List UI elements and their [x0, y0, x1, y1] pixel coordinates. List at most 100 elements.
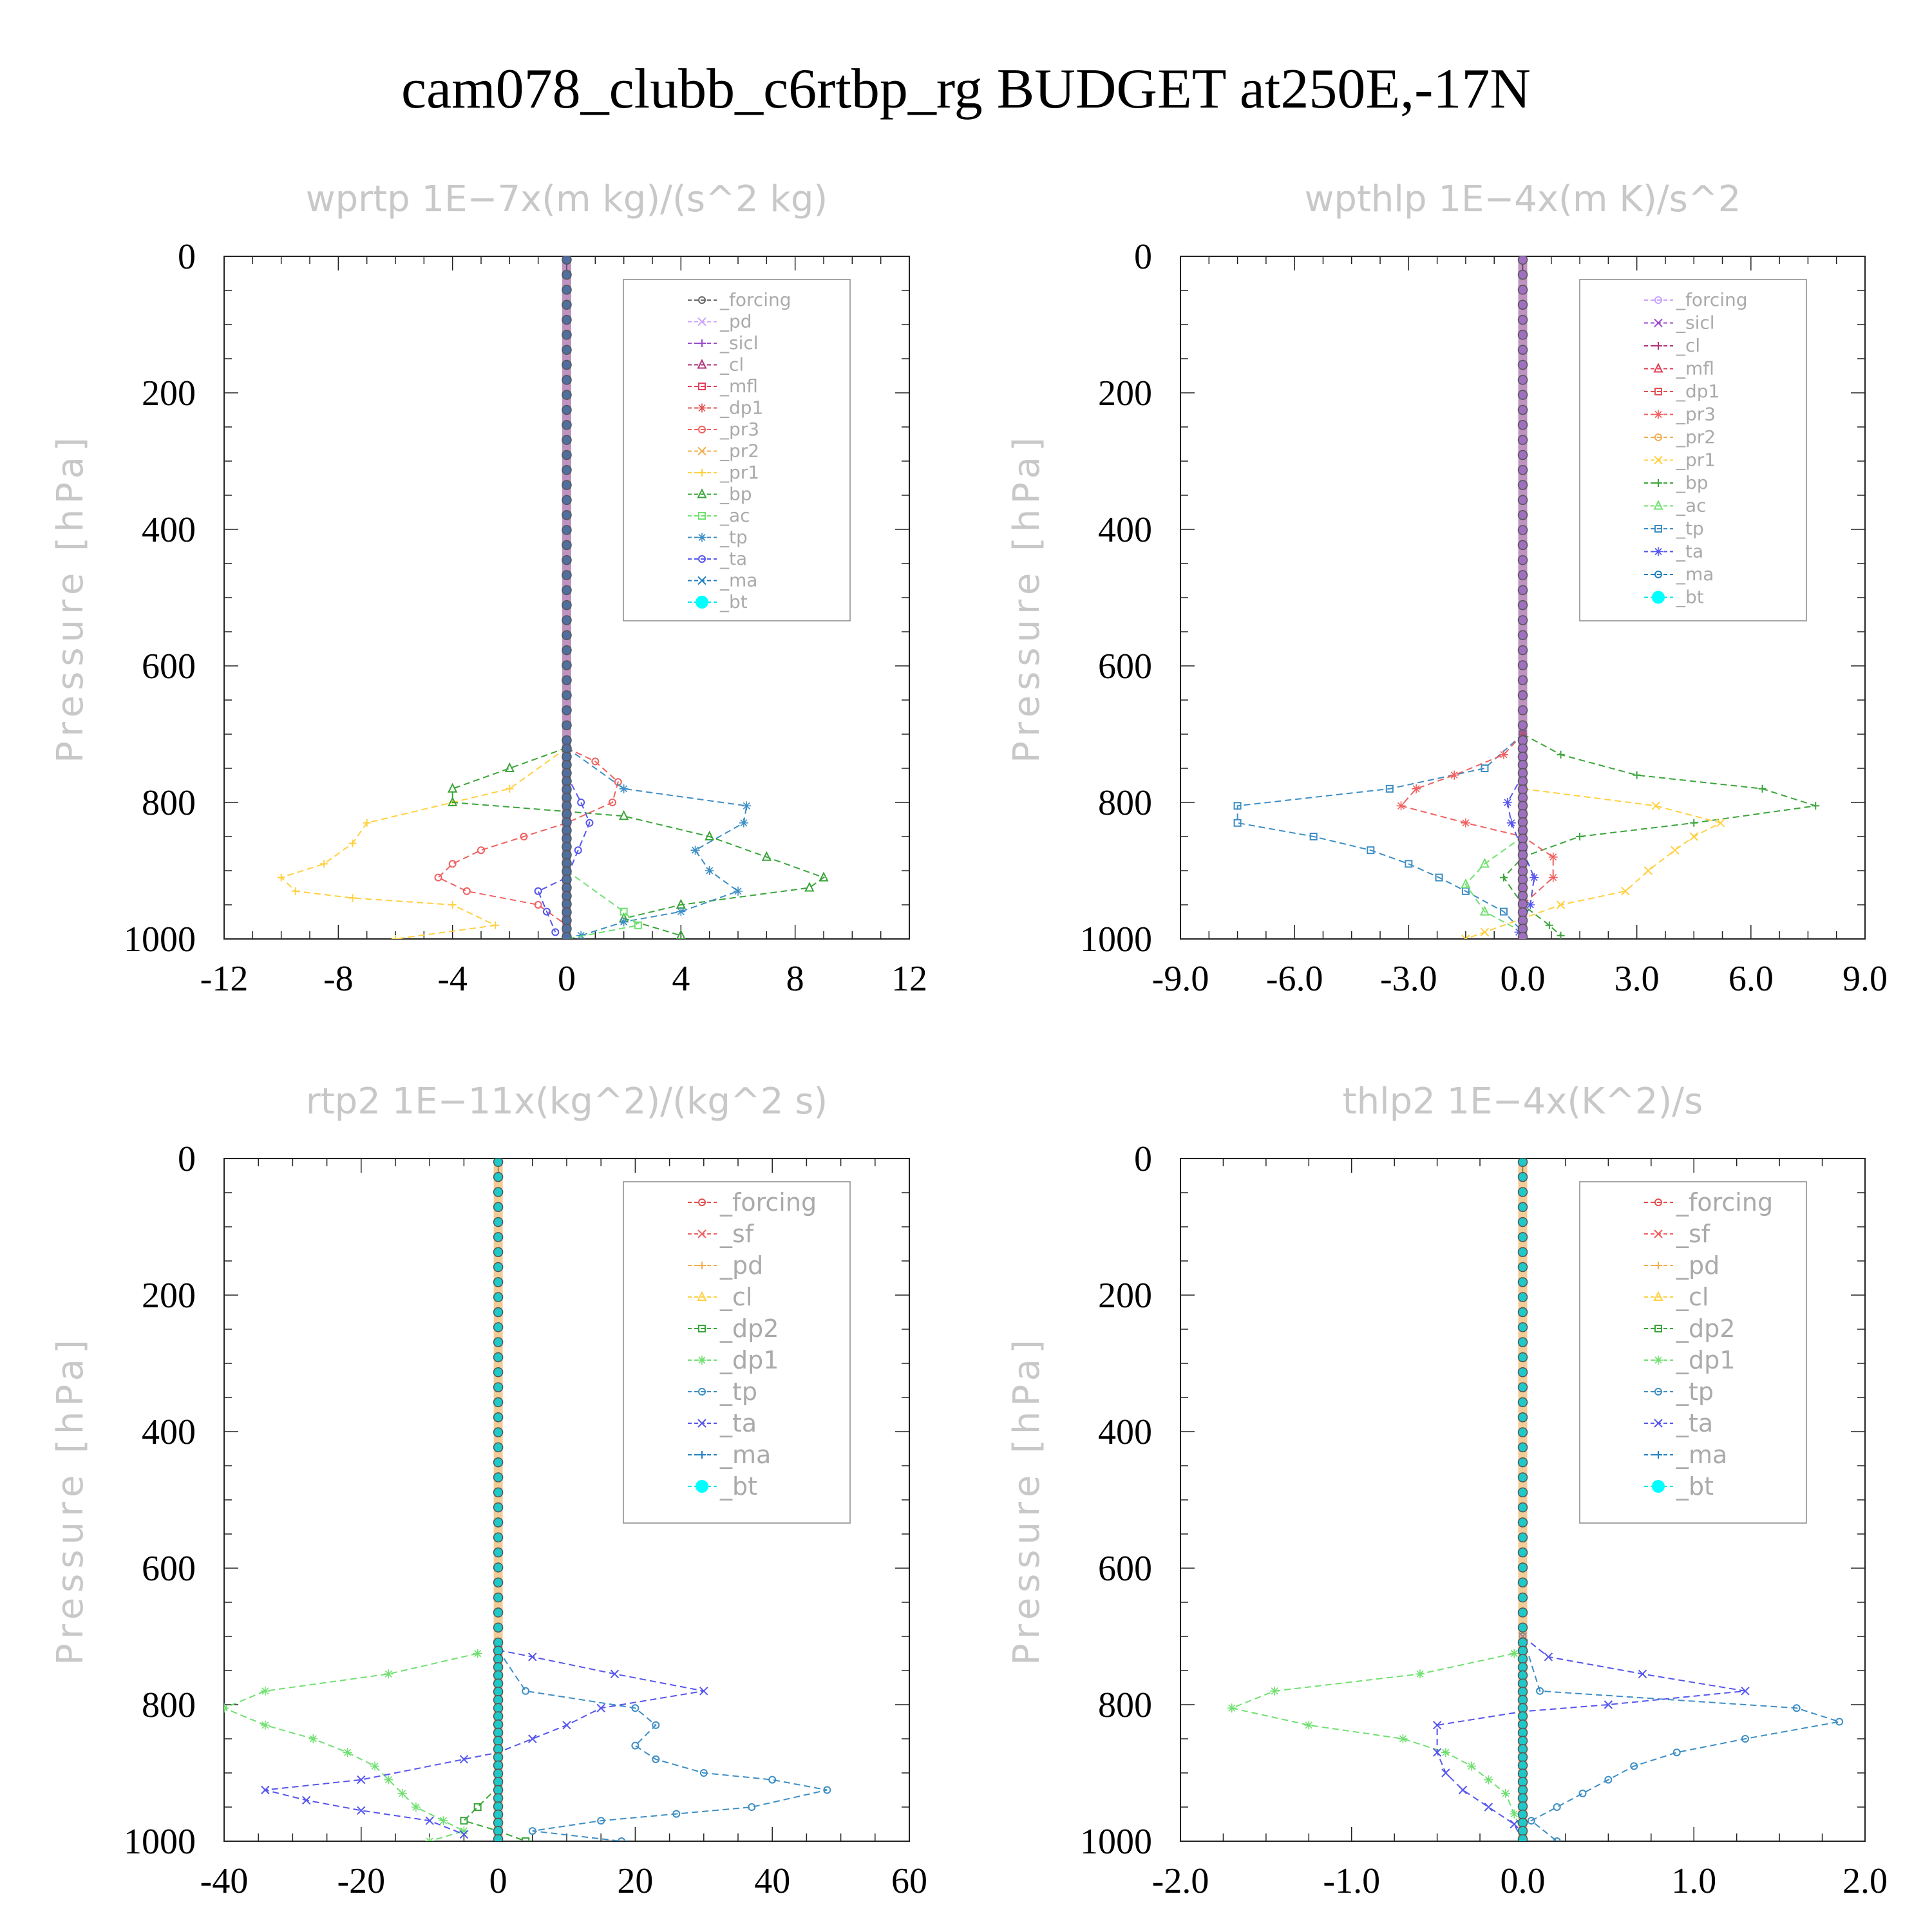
zero-column-point	[1517, 660, 1528, 670]
legend-marker	[696, 1480, 708, 1493]
legend-item-tp: _tp	[1644, 518, 1704, 539]
series-point	[260, 1720, 270, 1730]
series-point	[1741, 1735, 1749, 1743]
legend-marker	[698, 426, 706, 433]
zero-column-point	[1517, 1834, 1528, 1841]
series-point	[1758, 784, 1766, 793]
zero-column-point	[1517, 1760, 1528, 1771]
zero-column-point	[1517, 345, 1528, 355]
zero-column-point	[1517, 1412, 1528, 1423]
series-point	[363, 819, 371, 827]
series-point	[1461, 878, 1471, 889]
zero-column-point	[1517, 705, 1528, 715]
legend-item-cl: _cl	[1644, 335, 1700, 356]
zero-column-point	[493, 1487, 504, 1498]
y-axis-label: Pressure [hPa]	[50, 1334, 91, 1665]
series-line	[1229, 1653, 1524, 1835]
y-tick-label: 200	[1098, 374, 1152, 413]
legend-label: _mfl	[1676, 358, 1714, 379]
zero-column-point	[1517, 720, 1528, 730]
zero-column-point	[1517, 1637, 1528, 1648]
zero-column-point	[1517, 1159, 1528, 1168]
legend-marker	[1654, 1419, 1663, 1428]
legend-marker	[1654, 388, 1662, 395]
series-point	[1385, 784, 1394, 793]
zero-column-point	[493, 1607, 504, 1618]
zero-column-point	[1517, 299, 1528, 310]
legend-label: _ma	[719, 1441, 771, 1469]
series-line	[1522, 1636, 1840, 1841]
series-line	[1399, 734, 1554, 905]
series-point	[768, 1776, 777, 1784]
series-point	[370, 1761, 380, 1771]
zero-column-point	[562, 390, 572, 400]
series-point	[459, 1755, 469, 1764]
legend-item-tp: _tp	[1644, 1378, 1714, 1406]
series-point	[619, 917, 629, 927]
legend-marker	[1654, 410, 1663, 419]
zero-column-point	[1517, 1187, 1528, 1197]
zero-column-point	[493, 1472, 504, 1482]
legend-label: _ac	[719, 505, 750, 526]
y-tick-label: 600	[142, 1549, 196, 1589]
legend-marker	[1654, 1356, 1663, 1365]
x-tick-label: -20	[337, 1861, 385, 1901]
zero-column-point	[493, 1577, 504, 1588]
zero-column-point	[1517, 540, 1528, 551]
series-point	[551, 928, 560, 936]
legend-label: _ta	[1676, 541, 1703, 562]
zero-column-point	[1517, 1662, 1528, 1672]
series-point	[1690, 819, 1698, 827]
zero-column-point	[1517, 1654, 1528, 1664]
legend-marker	[697, 1419, 706, 1428]
legend-label: _ta	[1676, 1409, 1713, 1437]
zero-column-point	[1517, 1517, 1528, 1528]
legend-marker	[1654, 1388, 1662, 1396]
legend-marker	[1653, 1291, 1663, 1301]
legend-marker	[1654, 433, 1662, 441]
y-axis-label: Pressure [hPa]	[50, 432, 91, 763]
x-tick-label: 1.0	[1671, 1861, 1716, 1901]
legend-label: _bt	[1676, 1472, 1714, 1501]
series-point	[1233, 819, 1242, 827]
series-point	[676, 929, 686, 939]
series-point	[448, 782, 458, 793]
legend-marker	[698, 1198, 706, 1206]
series-point	[291, 887, 299, 895]
series-point	[397, 1788, 407, 1798]
legend-item-pr3: _pr3	[688, 419, 759, 440]
series-tp	[1519, 1633, 1844, 1841]
plot-area	[224, 1159, 831, 1841]
series-point	[1499, 873, 1508, 882]
zero-column-point	[493, 1592, 504, 1603]
legend-item-tp: _tp	[688, 527, 748, 548]
y-tick-label: 400	[1098, 510, 1152, 550]
legend-label: _sicl	[1676, 312, 1715, 334]
legend-marker	[1654, 1198, 1662, 1206]
series-point	[1530, 873, 1539, 882]
legend-label: _pd	[719, 311, 752, 332]
series-point	[742, 801, 752, 811]
series-point	[1484, 1775, 1493, 1785]
x-tick-label: 0.0	[1501, 959, 1546, 999]
zero-column-point	[562, 554, 572, 565]
plot-area	[1233, 256, 1820, 939]
series-point	[1835, 1718, 1844, 1726]
legend-item-bp: _bp	[1644, 472, 1709, 493]
legend-item-ma: _ma	[1644, 564, 1714, 585]
zero-column-point	[1517, 585, 1528, 596]
series-point	[652, 1755, 660, 1763]
zero-column-point	[1517, 1247, 1528, 1257]
series-point	[1499, 907, 1508, 916]
legend-item-pd: _pd	[1644, 1251, 1719, 1280]
x-tick-label: 0	[489, 1861, 507, 1901]
series-point	[631, 1704, 639, 1712]
zero-column-point	[562, 420, 572, 430]
series-point	[823, 1786, 831, 1794]
zero-column-point	[1517, 269, 1528, 280]
x-tick-label: 3.0	[1615, 959, 1660, 999]
x-tick-label: -9.0	[1152, 959, 1209, 999]
series-point	[1466, 1761, 1476, 1771]
legend-box	[623, 1181, 851, 1524]
